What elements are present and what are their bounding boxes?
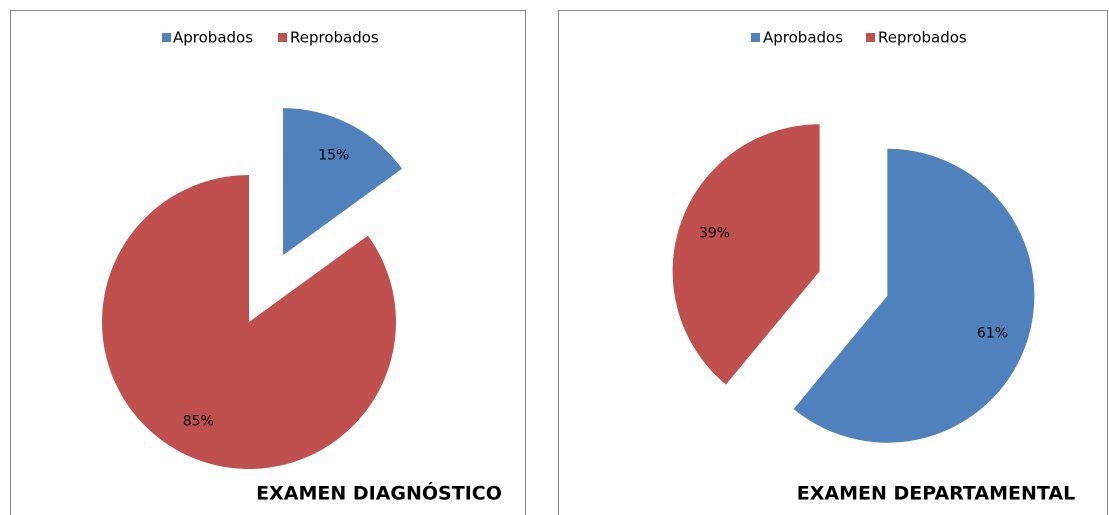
value-label: 85% [183, 414, 214, 430]
value-label: 39% [699, 225, 730, 241]
chart-frame [558, 10, 1108, 515]
legend-label: Aprobados [173, 29, 253, 47]
chart-title: EXAMEN DIAGNÓSTICO [256, 481, 502, 505]
legend-label: Reprobados [290, 29, 379, 47]
legend-label: Reprobados [878, 29, 967, 47]
value-label: 61% [977, 326, 1008, 342]
pie-slice [283, 108, 402, 256]
pie-slice [672, 124, 820, 385]
pie-slice [793, 148, 1035, 443]
value-label: 15% [318, 148, 349, 164]
legend-swatch [162, 33, 171, 42]
legend-label: Aprobados [763, 29, 843, 47]
chart-title: EXAMEN DEPARTAMENTAL [797, 483, 1075, 505]
legend-swatch [278, 33, 287, 42]
chart-frame [10, 10, 526, 515]
pie-slice [102, 175, 397, 470]
legend-swatch [866, 33, 875, 42]
legend-swatch [751, 33, 760, 42]
